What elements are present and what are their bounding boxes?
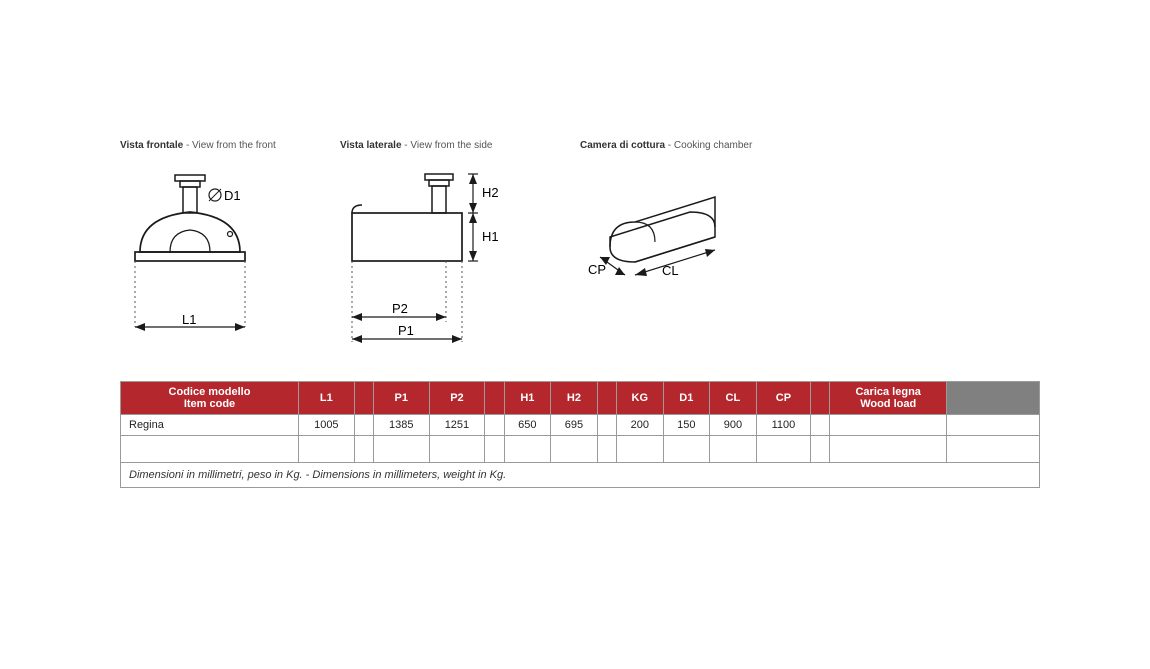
side-view-block: Vista laterale - View from the side: [340, 140, 530, 357]
front-view-label-en: - View from the front: [183, 140, 276, 151]
th-blank4: [811, 382, 830, 415]
cell-cp: 1100: [756, 415, 810, 436]
dim-p2: P2: [392, 301, 408, 316]
cell-name: Regina: [121, 415, 299, 436]
cell-h2: 695: [551, 415, 598, 436]
chamber-view-label-it: Camera di cottura: [580, 140, 665, 151]
th-p1: P1: [373, 382, 429, 415]
table-footnote-row: Dimensioni in millimetri, peso in Kg. - …: [121, 463, 1040, 488]
cell-l1: 1005: [299, 415, 355, 436]
front-view-block: Vista frontale - View from the front D1: [120, 140, 290, 347]
th-gray: [947, 382, 1040, 415]
cell-gray: [947, 415, 1040, 436]
front-view-diagram: D1 L1: [120, 157, 290, 347]
th-cl: CL: [710, 382, 757, 415]
th-h1: H1: [504, 382, 551, 415]
cell-cl: 900: [710, 415, 757, 436]
cell-blank3: [597, 415, 616, 436]
th-l1: L1: [299, 382, 355, 415]
side-view-label: Vista laterale - View from the side: [340, 140, 530, 151]
cell-h1: 650: [504, 415, 551, 436]
cell-wood: [830, 415, 947, 436]
cell-p1: 1385: [373, 415, 429, 436]
th-wood: Carica legnaWood load: [830, 382, 947, 415]
table-empty-row: [121, 436, 1040, 463]
th-blank1: [354, 382, 373, 415]
th-h2: H2: [551, 382, 598, 415]
table-header-row: Codice modelloItem code L1 P1 P2 H1 H2 K…: [121, 382, 1040, 415]
front-view-label-it: Vista frontale: [120, 140, 183, 151]
dim-cl: CL: [662, 263, 679, 278]
th-item: Codice modelloItem code: [121, 382, 299, 415]
cell-p2: 1251: [429, 415, 485, 436]
dim-cp: CP: [588, 262, 606, 277]
side-view-label-it: Vista laterale: [340, 140, 402, 151]
side-view-diagram: H1 H2 P2 P1: [340, 157, 530, 357]
dim-h2: H2: [482, 185, 499, 200]
cell-kg: 200: [616, 415, 663, 436]
dim-d1: D1: [224, 188, 241, 203]
side-view-label-en: - View from the side: [402, 140, 493, 151]
cell-d1: 150: [663, 415, 710, 436]
chamber-view-diagram: CP CL: [580, 157, 780, 307]
spec-sheet: Vista frontale - View from the front D1: [0, 0, 1150, 669]
th-cp: CP: [756, 382, 810, 415]
dim-p1: P1: [398, 323, 414, 338]
dimensions-table: Codice modelloItem code L1 P1 P2 H1 H2 K…: [120, 381, 1040, 488]
th-p2: P2: [429, 382, 485, 415]
dim-l1: L1: [182, 312, 196, 327]
th-blank2: [485, 382, 504, 415]
th-kg: KG: [616, 382, 663, 415]
cell-blank2: [485, 415, 504, 436]
cell-footnote: Dimensioni in millimetri, peso in Kg. - …: [121, 463, 1040, 488]
th-blank3: [597, 382, 616, 415]
cell-blank4: [811, 415, 830, 436]
table-row: Regina 1005 1385 1251 650 695 200 150 90…: [121, 415, 1040, 436]
chamber-view-block: Camera di cottura - Cooking chamber CP C…: [580, 140, 780, 307]
front-view-label: Vista frontale - View from the front: [120, 140, 290, 151]
dim-h1: H1: [482, 229, 499, 244]
chamber-view-label: Camera di cottura - Cooking chamber: [580, 140, 780, 151]
th-d1: D1: [663, 382, 710, 415]
views-row: Vista frontale - View from the front D1: [120, 140, 1030, 357]
chamber-view-label-en: - Cooking chamber: [665, 140, 752, 151]
cell-blank1: [354, 415, 373, 436]
